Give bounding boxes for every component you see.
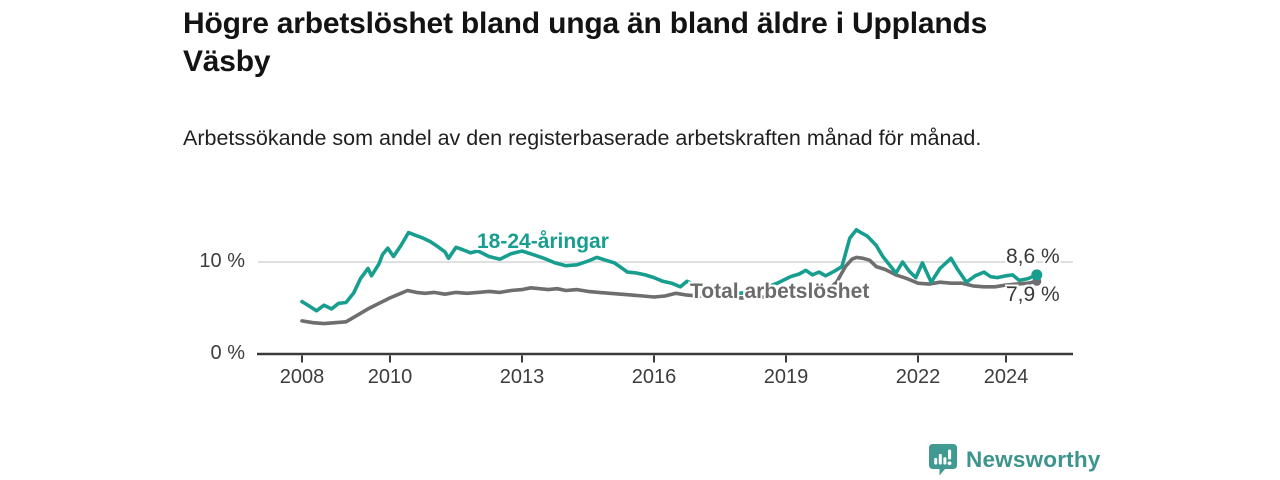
x-tick-label-2019: 2019 <box>763 366 809 388</box>
x-tick-label-2024: 2024 <box>983 366 1029 388</box>
page-subtitle: Arbetssökande som andel av den registerb… <box>183 126 982 150</box>
youth-end-dot <box>1031 269 1043 281</box>
brand-wordmark: Newsworthy <box>966 446 1101 472</box>
newsworthy-logo: Newsworthy <box>928 443 1101 476</box>
page-title: Högre arbetslöshet bland unga än bland ä… <box>183 7 988 78</box>
bar-chart-exclamation-badge-icon <box>929 444 957 476</box>
y-tick-label-0: 0 % <box>210 342 245 364</box>
x-tick-label-2010: 2010 <box>367 366 413 388</box>
end-value-label-youth: 8,6 % <box>1006 245 1060 268</box>
x-tick-label-2022: 2022 <box>895 366 941 388</box>
total-line <box>300 255 1039 326</box>
y-tick-label-10: 10 % <box>199 250 245 272</box>
series-label-total: Total arbetslöshet <box>690 280 870 303</box>
end-value-label-total: 7,9 % <box>1006 283 1060 306</box>
x-tick-label-2016: 2016 <box>631 366 677 388</box>
youth-line <box>300 228 1039 313</box>
series-label-youth: 18-24-åringar <box>477 230 609 253</box>
x-tick-label-2013: 2013 <box>499 366 545 388</box>
x-tick-label-2008: 2008 <box>279 366 325 388</box>
